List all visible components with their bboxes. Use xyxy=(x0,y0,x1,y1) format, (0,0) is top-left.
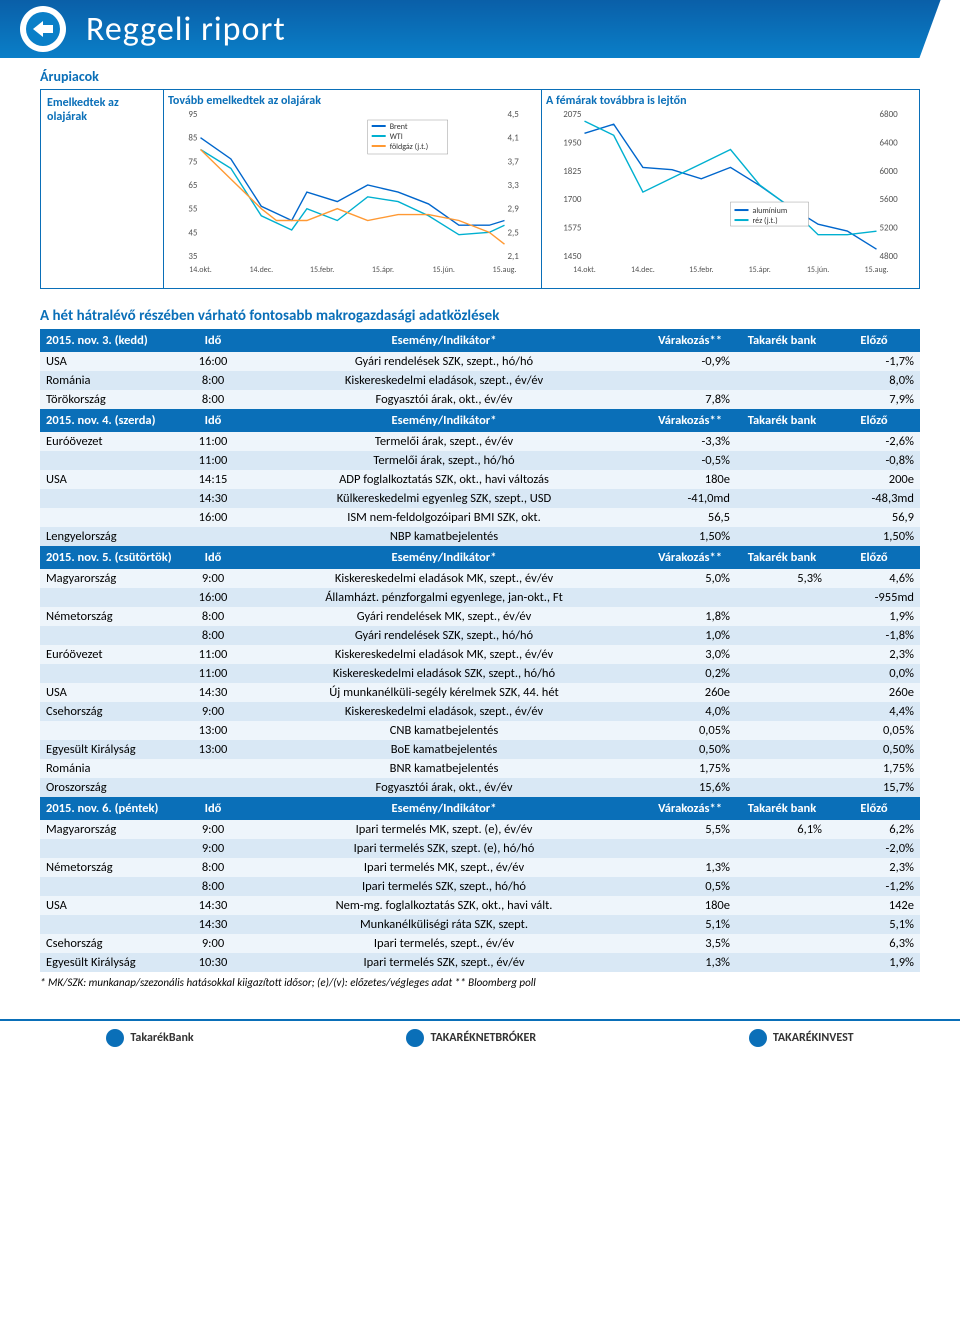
svg-text:5600: 5600 xyxy=(880,194,899,205)
svg-text:1825: 1825 xyxy=(563,166,582,177)
chart-metals: A fémárak továbbra is lejtőn 2075 1950 182… xyxy=(542,90,919,288)
svg-text:14.okt.: 14.okt. xyxy=(189,265,212,275)
footer: TakarékBank TAKARÉKNETBRÓKER TAKARÉKINVE… xyxy=(0,1019,960,1055)
footer-logo-3: TAKARÉKINVEST xyxy=(749,1029,854,1047)
logo-icon xyxy=(20,6,66,52)
svg-text:6000: 6000 xyxy=(880,166,899,177)
macro-row: Euróövezet 11:00 Termelői árak, szept., … xyxy=(40,432,920,451)
svg-text:14.okt.: 14.okt. xyxy=(573,265,596,275)
svg-text:15.febr.: 15.febr. xyxy=(689,265,713,275)
macro-row: 13:00 CNB kamatbejelentés 0,05% 0,05% xyxy=(40,721,920,740)
macro-date-header: 2015. nov. 4. (szerda) Idő Esemény/Indik… xyxy=(40,409,920,432)
svg-text:15.jún.: 15.jún. xyxy=(807,265,829,275)
svg-text:6800: 6800 xyxy=(880,110,899,120)
macro-row: 8:00 Ipari termelés SZK, szept., hó/hó 0… xyxy=(40,877,920,896)
macro-row: Csehország 9:00 Kiskereskedelmi eladások… xyxy=(40,702,920,721)
macro-row: Németország 8:00 Ipari termelés MK, szep… xyxy=(40,858,920,877)
macro-row: USA 14:30 Új munkanélküli-segély kérelme… xyxy=(40,683,920,702)
svg-text:Brent: Brent xyxy=(390,122,408,132)
svg-text:3,7: 3,7 xyxy=(508,156,520,167)
svg-text:15.ápr.: 15.ápr. xyxy=(749,265,771,275)
header-banner: Reggeli riport xyxy=(0,0,960,58)
svg-text:4,1: 4,1 xyxy=(508,133,520,144)
chart-metals-title: A fémárak továbbra is lejtőn xyxy=(546,94,915,108)
macro-row: Csehország 9:00 Ipari termelés, szept., … xyxy=(40,934,920,953)
svg-text:földgáz (j.t.): földgáz (j.t.) xyxy=(390,142,429,152)
svg-text:1700: 1700 xyxy=(563,194,582,205)
macro-row: USA 14:30 Nem-mg. foglalkoztatás SZK, ok… xyxy=(40,896,920,915)
macro-row: Magyarország 9:00 Ipari termelés MK, sze… xyxy=(40,820,920,839)
macro-row: Románia 8:00 Kiskereskedelmi eladások, s… xyxy=(40,371,920,390)
macro-row: Lengyelország NBP kamatbejelentés 1,50% … xyxy=(40,527,920,546)
svg-text:WTI: WTI xyxy=(390,132,403,142)
macro-row: Magyarország 9:00 Kiskereskedelmi eladás… xyxy=(40,569,920,588)
svg-text:55: 55 xyxy=(188,204,198,215)
svg-text:35: 35 xyxy=(188,251,198,262)
svg-text:2,5: 2,5 xyxy=(508,227,520,238)
svg-text:1950: 1950 xyxy=(563,137,582,148)
svg-text:85: 85 xyxy=(188,133,198,144)
svg-text:alumínium: alumínium xyxy=(753,206,788,216)
svg-text:5200: 5200 xyxy=(880,223,899,234)
macro-row: Törökország 8:00 Fogyasztói árak, okt., … xyxy=(40,390,920,409)
macro-row: 14:30 Munkanélküliségi ráta SZK, szept. … xyxy=(40,915,920,934)
macro-row: Oroszország Fogyasztói árak, okt., év/év… xyxy=(40,778,920,797)
svg-text:1450: 1450 xyxy=(563,251,582,262)
macro-row: 9:00 Ipari termelés SZK, szept. (e), hó/… xyxy=(40,839,920,858)
charts-row: Emelkedtek az olajárak Tovább emelkedtek… xyxy=(40,89,920,289)
svg-text:14.dec.: 14.dec. xyxy=(631,265,655,275)
svg-text:2075: 2075 xyxy=(563,110,582,120)
macro-title: A hét hátralévő részében várható fontosa… xyxy=(40,307,920,325)
svg-text:2,9: 2,9 xyxy=(508,204,520,215)
svg-text:1575: 1575 xyxy=(563,223,582,234)
footer-logo-2-text: TAKARÉKNETBRÓKER xyxy=(430,1031,536,1045)
chart-oil-title: Tovább emelkedtek az olajárak xyxy=(168,94,537,108)
macro-row: 11:00 Termelői árak, szept., hó/hó -0,5%… xyxy=(40,451,920,470)
svg-text:65: 65 xyxy=(188,180,198,191)
svg-text:95: 95 xyxy=(188,110,198,120)
footer-logo-1: TakarékBank xyxy=(106,1029,193,1047)
report-title: Reggeli riport xyxy=(86,9,286,50)
macro-row: Euróövezet 11:00 Kiskereskedelmi eladáso… xyxy=(40,645,920,664)
macro-row: 16:00 Államházt. pénzforgalmi egyenlege,… xyxy=(40,588,920,607)
section-title-commodities: Árupiacok xyxy=(40,68,920,85)
svg-text:réz (j.t.): réz (j.t.) xyxy=(753,216,778,226)
footer-logo-2: TAKARÉKNETBRÓKER xyxy=(406,1029,536,1047)
svg-text:15.febr.: 15.febr. xyxy=(310,265,334,275)
svg-text:3,3: 3,3 xyxy=(508,180,520,191)
svg-text:6400: 6400 xyxy=(880,137,899,148)
macro-row: 16:00 ISM nem-feldolgozóipari BMI SZK, o… xyxy=(40,508,920,527)
macro-row: 8:00 Gyári rendelések SZK, szept., hó/hó… xyxy=(40,626,920,645)
svg-text:15.aug.: 15.aug. xyxy=(865,265,889,275)
svg-text:45: 45 xyxy=(188,227,198,238)
macro-row: Románia BNR kamatbejelentés 1,75% 1,75% xyxy=(40,759,920,778)
macro-date-header: 2015. nov. 5. (csütörtök) Idő Esemény/In… xyxy=(40,546,920,569)
footer-logo-1-text: TakarékBank xyxy=(130,1031,193,1045)
macro-date-header: 2015. nov. 3. (kedd) Idő Esemény/Indikát… xyxy=(40,329,920,352)
svg-text:4800: 4800 xyxy=(880,251,899,262)
svg-text:15.jún.: 15.jún. xyxy=(432,265,454,275)
macro-table: 2015. nov. 3. (kedd) Idő Esemény/Indikát… xyxy=(40,329,920,972)
chart-metals-svg: 2075 1950 1825 1700 1575 1450 6800 6400 6000 5600… xyxy=(546,110,915,280)
macro-footnote: * MK/SZK: munkanap/szezonális hatásokkal… xyxy=(40,976,920,989)
chart-oil: Tovább emelkedtek az olajárak 95 85 75 65 55… xyxy=(164,90,542,288)
macro-row: USA 14:15 ADP foglalkoztatás SZK, okt., … xyxy=(40,470,920,489)
macro-row: Egyesült Királyság 10:30 Ipari termelés … xyxy=(40,953,920,972)
macro-row: 11:00 Kiskereskedelmi eladások SZK, szep… xyxy=(40,664,920,683)
svg-text:15.aug.: 15.aug. xyxy=(493,265,517,275)
macro-date-header: 2015. nov. 6. (péntek) Idő Esemény/Indik… xyxy=(40,797,920,820)
footer-logo-3-text: TAKARÉKINVEST xyxy=(773,1031,854,1045)
svg-text:2,1: 2,1 xyxy=(508,251,520,262)
macro-row: Egyesült Királyság 13:00 BoE kamatbejele… xyxy=(40,740,920,759)
svg-text:75: 75 xyxy=(188,156,198,167)
svg-text:15.ápr.: 15.ápr. xyxy=(372,265,394,275)
svg-text:4,5: 4,5 xyxy=(508,110,520,120)
charts-sidebar: Emelkedtek az olajárak xyxy=(41,90,164,288)
macro-row: Németország 8:00 Gyári rendelések MK, sz… xyxy=(40,607,920,626)
svg-text:14.dec.: 14.dec. xyxy=(249,265,273,275)
chart-oil-svg: 95 85 75 65 55 45 35 4,5 4,1 3,7 3,3 2,9 2,5 2,1 14.ok… xyxy=(168,110,537,280)
macro-row: USA 16:00 Gyári rendelések SZK, szept., … xyxy=(40,352,920,371)
macro-row: 14:30 Külkereskedelmi egyenleg SZK, szep… xyxy=(40,489,920,508)
